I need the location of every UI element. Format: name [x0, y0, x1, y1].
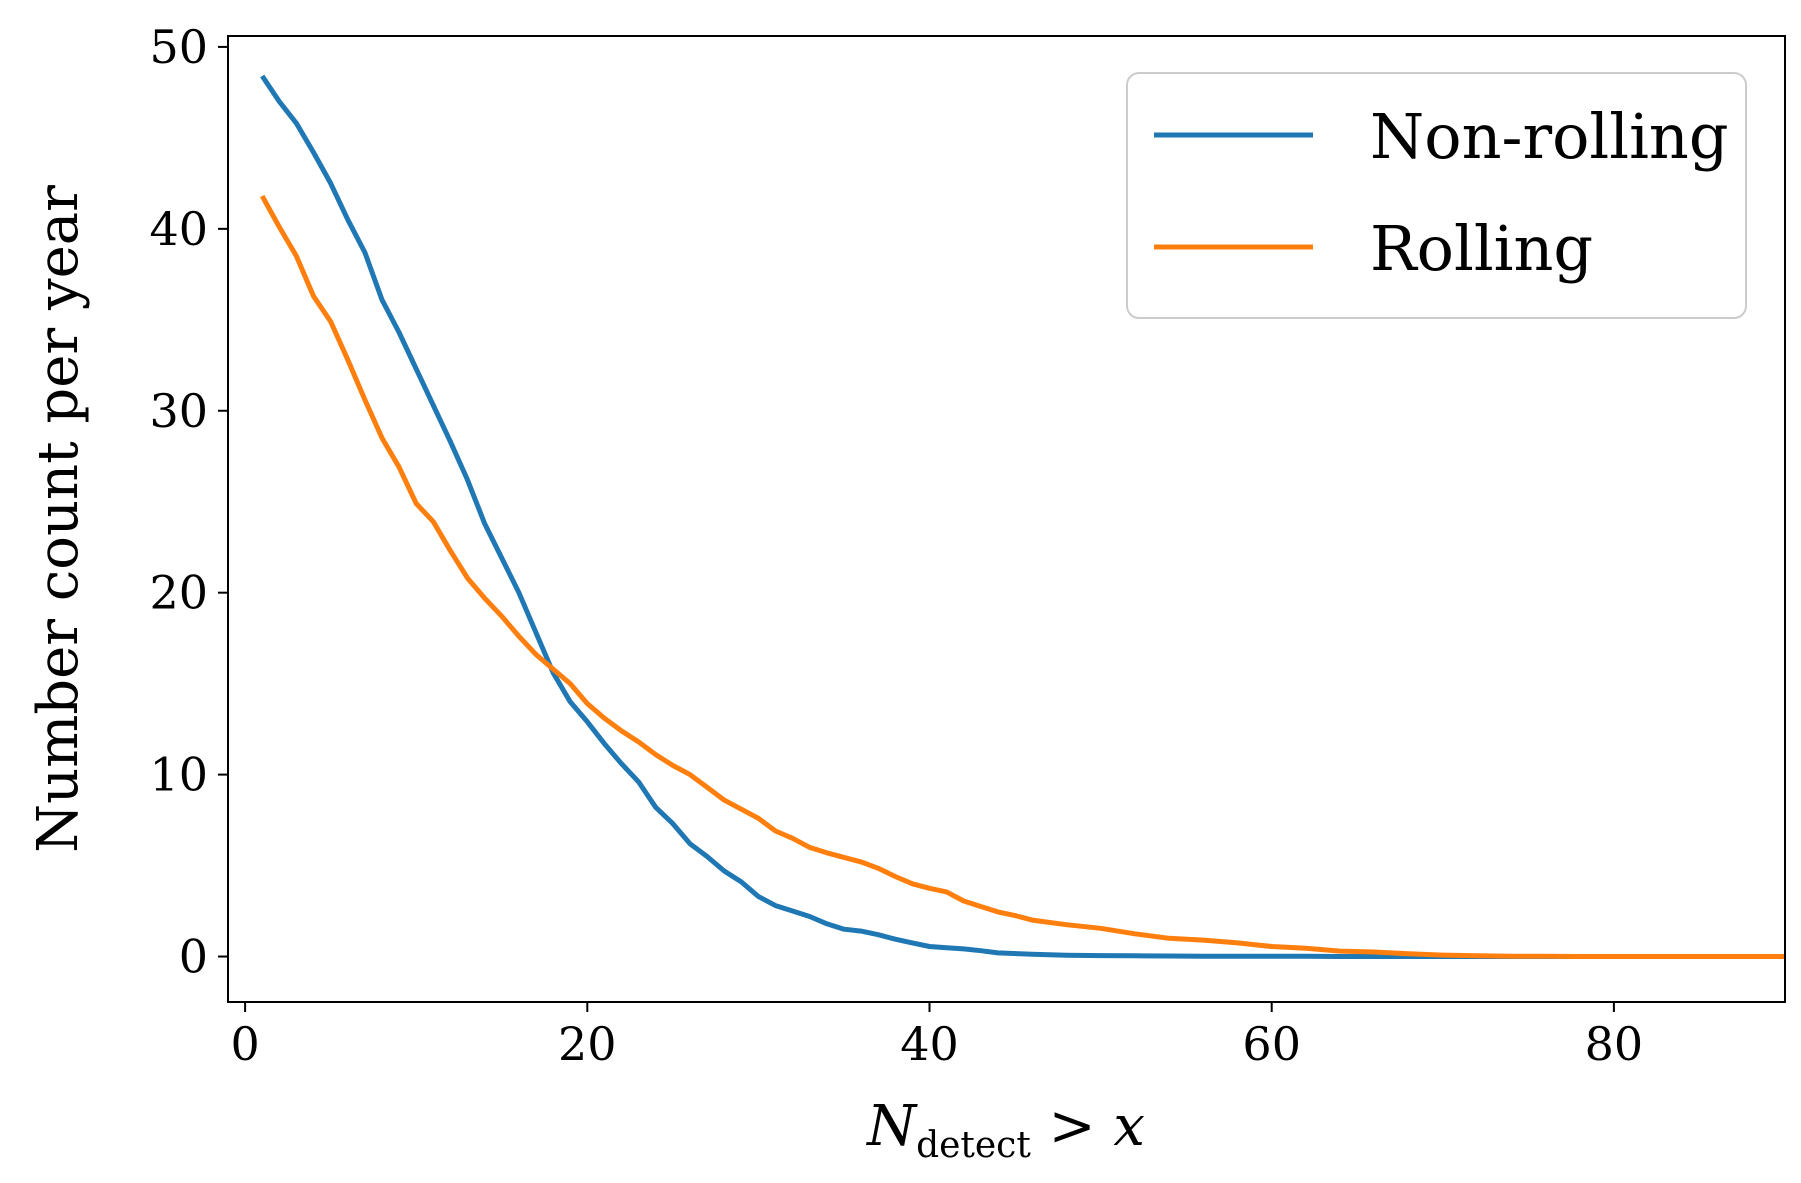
- x-tick-label: 40: [900, 1017, 959, 1071]
- y-tick-label: 50: [149, 20, 208, 74]
- legend-label-rolling: Rolling: [1370, 212, 1593, 285]
- x-axis-title-subscript: detect: [916, 1125, 1031, 1166]
- y-tick-label: 0: [179, 930, 208, 984]
- x-axis-title-main: N: [865, 1094, 918, 1159]
- y-tick-label: 20: [149, 566, 208, 620]
- legend: Non-rolling Rolling: [1126, 72, 1747, 319]
- y-tick-label: 30: [149, 384, 208, 438]
- x-axis-title: Ndetect > x: [865, 1094, 1145, 1166]
- x-tick-label: 80: [1585, 1017, 1644, 1071]
- y-tick-label: 10: [149, 748, 208, 802]
- ticks-layer: 0 20 40 60 80 0 10 20 30 40 50: [149, 20, 1643, 1071]
- legend-label-non-rolling: Non-rolling: [1370, 100, 1729, 173]
- series-layer: [260, 74, 1785, 959]
- x-tick-label: 20: [558, 1017, 617, 1071]
- series-line-rolling: [260, 194, 1785, 959]
- x-axis-title-rest: > x: [1031, 1094, 1145, 1159]
- x-tick-label: 0: [230, 1017, 259, 1071]
- y-tick-label: 40: [149, 202, 208, 256]
- plot-frame: [227, 35, 1786, 1003]
- x-tick-label: 60: [1242, 1017, 1301, 1071]
- series-line-non-rolling: [260, 74, 1785, 959]
- y-axis-title: Number count per year: [26, 185, 91, 853]
